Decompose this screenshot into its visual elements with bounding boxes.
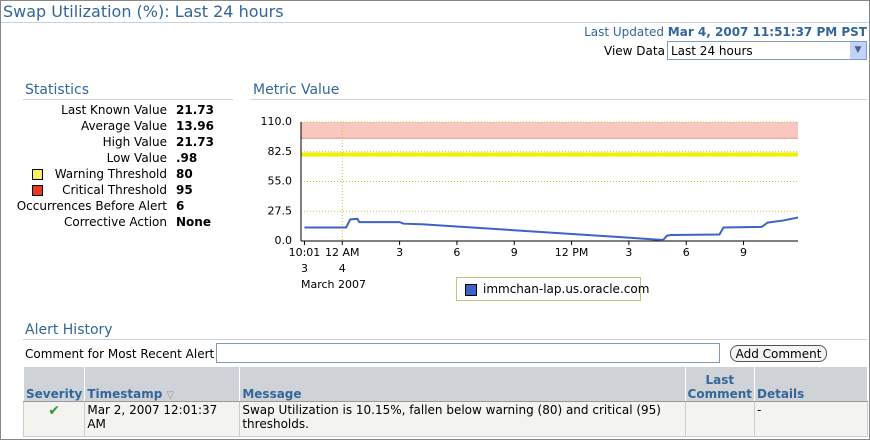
view-data-value: Last 24 hours: [671, 44, 753, 58]
y-tick-label: 82.5: [268, 145, 293, 158]
last-updated-label: Last Updated: [584, 25, 664, 39]
view-data-select[interactable]: Last 24 hours ▼: [667, 41, 867, 60]
y-tick-label: 27.5: [268, 204, 293, 217]
timestamp: Mar 2, 2007 12:01:37 AM: [84, 401, 241, 437]
last-updated: Last Updated Mar 4, 2007 11:51:37 PM PST: [584, 25, 867, 39]
add-comment-button[interactable]: Add Comment: [730, 345, 827, 362]
legend: immchan-lap.us.oracle.com: [456, 277, 649, 301]
select-arrow: ▼: [850, 42, 866, 59]
x-tick-label: 9: [740, 246, 747, 259]
details: -: [754, 401, 868, 437]
alert-table: Severity Timestamp ▽ Message Last Commen…: [22, 366, 868, 437]
x-tick-label: 12 PM: [555, 246, 589, 259]
alert-history-title: Alert History: [25, 322, 113, 338]
x-tick-label: 12 AM: [325, 246, 360, 259]
stat-value: 80: [176, 167, 193, 181]
title-rule: [1, 22, 869, 23]
col-header[interactable]: Timestamp ▽: [84, 366, 241, 402]
threshold-swatch: [32, 169, 43, 180]
page-title: Swap Utilization (%): Last 24 hours: [3, 2, 284, 21]
stat-label: Average Value: [80, 119, 167, 133]
critical-band: [301, 122, 798, 139]
statistics-title: Statistics: [25, 82, 89, 98]
stat-label: Occurrences Before Alert: [16, 199, 167, 213]
severity-icon: ✔: [22, 401, 86, 437]
statistics-rule: [23, 99, 233, 100]
stat-value: None: [176, 215, 211, 229]
comment-input[interactable]: [216, 343, 720, 363]
stat-value: 21.73: [176, 103, 214, 117]
y-tick-label: 110.0: [261, 115, 293, 128]
legend-label: immchan-lap.us.oracle.com: [483, 282, 650, 296]
chart-title: Metric Value: [253, 82, 340, 98]
col-header: Details: [754, 366, 868, 402]
view-data-label: View Data: [604, 44, 665, 58]
sort-icon: ▽: [166, 390, 175, 401]
x-date-label: 3: [301, 262, 308, 275]
alert-rule: [23, 339, 867, 340]
col-header: Message: [239, 366, 686, 402]
comment-label: Comment for Most Recent Alert: [25, 347, 215, 361]
stat-value: 21.73: [176, 135, 214, 149]
stat-value: .98: [176, 151, 198, 165]
x-date-label: 4: [339, 262, 346, 275]
x-tick-label: 9: [511, 246, 518, 259]
x-tick-label: 3: [625, 246, 632, 259]
col-header[interactable]: Severity: [22, 366, 86, 402]
y-tick-label: 0.0: [275, 234, 293, 247]
stat-value: 95: [176, 183, 193, 197]
series-line: [304, 216, 799, 241]
col-header-text: Timestamp: [87, 387, 163, 401]
legend-swatch: [465, 284, 477, 296]
y-tick-label: 55.0: [268, 175, 293, 188]
stat-label: Last Known Value: [61, 103, 167, 117]
threshold-swatch: [32, 185, 43, 196]
stat-label: Warning Threshold: [54, 167, 167, 181]
stat-label: High Value: [102, 135, 167, 149]
col-header: Last Comment: [684, 366, 756, 402]
stat-value: 13.96: [176, 119, 214, 133]
stat-value: 6: [176, 199, 185, 213]
last-updated-value: Mar 4, 2007 11:51:37 PM PST: [667, 25, 867, 39]
last-comment: [684, 401, 756, 437]
stat-label: Corrective Action: [63, 215, 167, 229]
chart-rule: [251, 99, 867, 100]
message: Swap Utilization is 10.15%, fallen below…: [239, 401, 686, 437]
x-tick-label: 10:01: [289, 246, 321, 259]
stat-label: Critical Threshold: [62, 183, 167, 197]
stat-label: Low Value: [106, 151, 167, 165]
x-axis-label: March 2007: [301, 278, 366, 291]
x-tick-label: 3: [396, 246, 403, 259]
x-tick-label: 6: [683, 246, 690, 259]
x-tick-label: 6: [453, 246, 460, 259]
